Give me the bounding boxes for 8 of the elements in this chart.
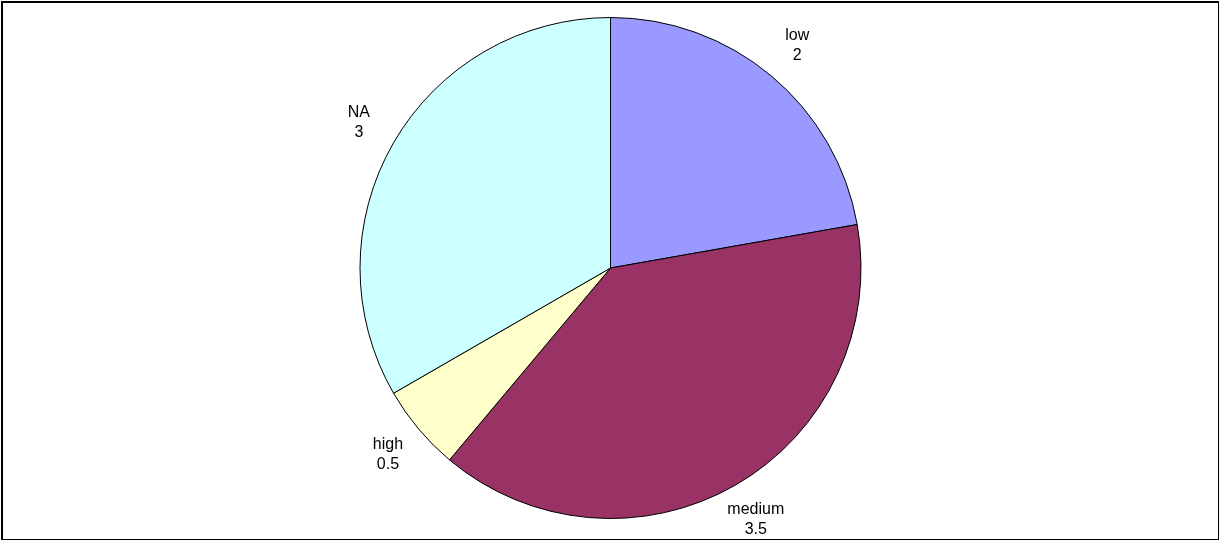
data-label: 0.5: [376, 455, 400, 473]
data-label: 3.5: [744, 519, 767, 537]
slice-label: NA: [347, 103, 371, 121]
data-label: 2: [792, 45, 802, 63]
slice-label: high: [372, 435, 404, 453]
slice-label: medium: [727, 499, 785, 517]
data-label: 3: [354, 123, 364, 141]
slice-label: low: [785, 25, 810, 43]
